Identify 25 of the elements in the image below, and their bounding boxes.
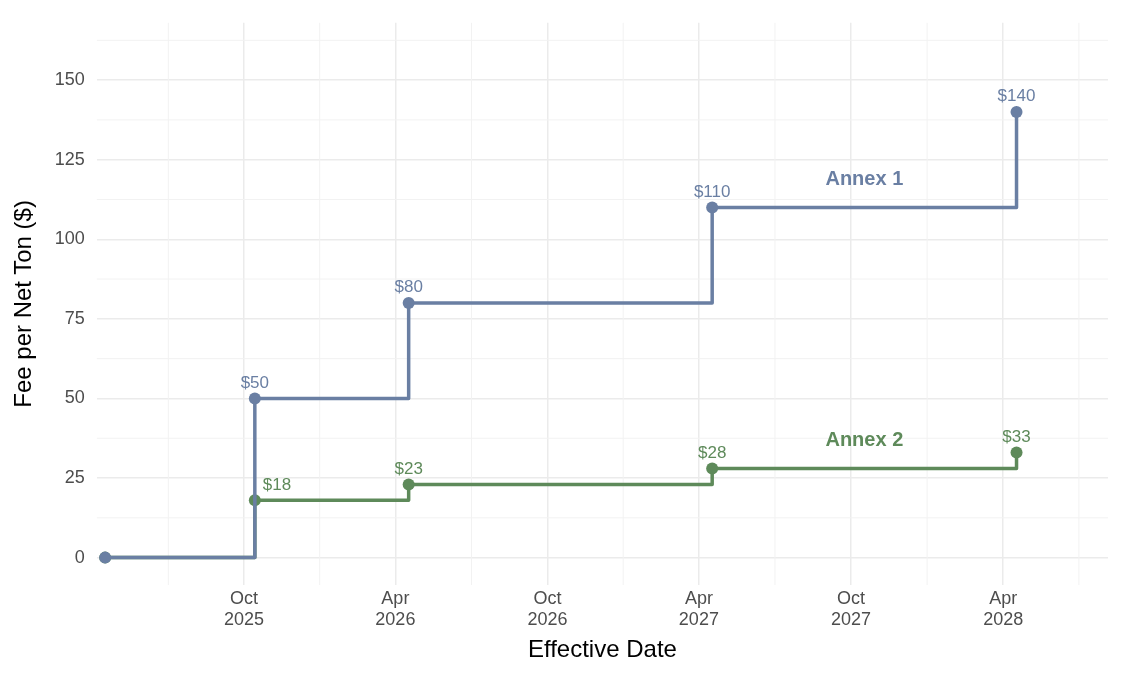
data-label: $23	[394, 458, 423, 478]
x-tick-label: Apr 2027	[678, 587, 719, 630]
data-label: $28	[697, 442, 727, 462]
y-tick-label: 0	[74, 546, 85, 567]
y-tick-label: 50	[64, 387, 85, 408]
data-label: $33	[1002, 426, 1031, 446]
y-tick-label: 100	[54, 228, 85, 249]
x-tick-label: Oct 2025	[223, 587, 265, 630]
x-tick-label: Apr 2026	[375, 587, 416, 630]
series-label: Annex 1	[825, 166, 904, 189]
x-tick-label: Oct 2027	[831, 587, 872, 630]
y-tick-label: 125	[54, 148, 85, 169]
y-tick-label: 150	[54, 69, 85, 90]
y-axis-title: Fee per Net Ton ($)	[9, 200, 37, 408]
data-label: $80	[394, 277, 423, 297]
y-tick-label: 75	[64, 307, 85, 328]
data-label: $50	[240, 372, 270, 392]
y-tick-label: 25	[64, 467, 85, 487]
x-tick-label: Apr 2028	[983, 587, 1024, 630]
x-axis-title: Effective Date	[527, 635, 677, 663]
data-label: $110	[693, 181, 731, 201]
x-tick-label: Oct 2026	[527, 587, 568, 630]
series-label: Annex 2	[825, 428, 904, 450]
data-label: $140	[997, 86, 1036, 106]
data-label: $18	[262, 474, 292, 494]
